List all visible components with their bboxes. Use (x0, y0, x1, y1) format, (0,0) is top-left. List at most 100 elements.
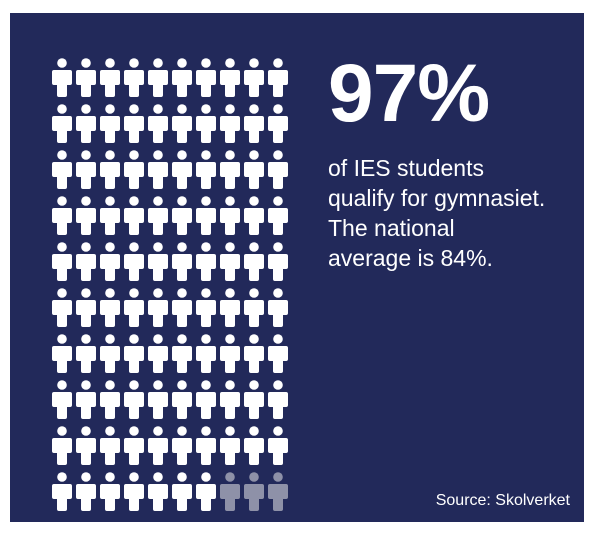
person-icon-filled (76, 242, 96, 281)
person-icon-filled (124, 288, 144, 327)
description-line: qualify for gymnasiet. (328, 185, 546, 211)
person-icon-filled (148, 426, 168, 465)
person-icon-filled (172, 196, 192, 235)
person-icon-filled (76, 58, 96, 97)
person-icon-filled (124, 242, 144, 281)
person-icon-filled (244, 426, 264, 465)
person-icon-filled (244, 242, 264, 281)
person-icon-filled (124, 380, 144, 419)
person-icon-filled (220, 58, 240, 97)
person-icon-filled (52, 288, 72, 327)
person-icon-unfilled (244, 472, 264, 511)
person-icon-filled (148, 242, 168, 281)
person-icon-filled (76, 288, 96, 327)
person-icon-filled (100, 242, 120, 281)
description-line: of IES students (328, 155, 484, 181)
person-icon-filled (244, 334, 264, 373)
person-icon-filled (196, 58, 216, 97)
person-icon-filled (244, 288, 264, 327)
pictogram-svg (52, 58, 288, 511)
description-text: of IES students qualify for gymnasiet. T… (328, 153, 578, 273)
person-icon-filled (220, 104, 240, 143)
person-icon-unfilled (268, 472, 288, 511)
person-icon-filled (196, 380, 216, 419)
person-icon-filled (220, 150, 240, 189)
person-icon-filled (172, 104, 192, 143)
person-icon-filled (172, 334, 192, 373)
person-icon-filled (52, 104, 72, 143)
person-icon-filled (172, 288, 192, 327)
person-icon-filled (124, 196, 144, 235)
person-icon-filled (100, 472, 120, 511)
person-icon-filled (172, 426, 192, 465)
person-icon-filled (148, 334, 168, 373)
person-icon-filled (196, 288, 216, 327)
person-icon-filled (148, 380, 168, 419)
person-icon-filled (148, 472, 168, 511)
person-icon-filled (268, 380, 288, 419)
person-icon-filled (196, 104, 216, 143)
person-icon-filled (76, 104, 96, 143)
person-icon-filled (148, 104, 168, 143)
person-icon-filled (52, 150, 72, 189)
person-icon-filled (172, 58, 192, 97)
person-icon-filled (100, 380, 120, 419)
person-icon-filled (268, 58, 288, 97)
person-icon-filled (220, 242, 240, 281)
person-icon-filled (268, 288, 288, 327)
person-icon-filled (148, 288, 168, 327)
person-icon-filled (244, 150, 264, 189)
person-icon-filled (124, 472, 144, 511)
person-icon-filled (52, 426, 72, 465)
person-icon-filled (172, 242, 192, 281)
person-icon-filled (196, 242, 216, 281)
person-icon-filled (148, 150, 168, 189)
person-icon-filled (244, 196, 264, 235)
pictogram-grid (50, 53, 290, 513)
person-icon-filled (52, 334, 72, 373)
person-icon-filled (268, 426, 288, 465)
person-icon-filled (124, 104, 144, 143)
description-line: average is 84%. (328, 245, 493, 271)
person-icon-filled (220, 334, 240, 373)
person-icon-filled (244, 104, 264, 143)
person-icon-filled (196, 334, 216, 373)
person-icon-filled (196, 150, 216, 189)
person-icon-filled (148, 58, 168, 97)
infographic-card: 97% of IES students qualify for gymnasie… (10, 13, 584, 522)
person-icon-filled (100, 426, 120, 465)
person-icon-filled (244, 58, 264, 97)
person-icon-filled (220, 288, 240, 327)
person-icon-filled (52, 196, 72, 235)
source-note: Source: Skolverket (435, 492, 570, 509)
person-icon-filled (52, 380, 72, 419)
person-icon-filled (76, 472, 96, 511)
person-icon-filled (76, 150, 96, 189)
person-icon-filled (52, 58, 72, 97)
person-icon-filled (100, 104, 120, 143)
person-icon-filled (76, 380, 96, 419)
person-icon-filled (100, 150, 120, 189)
headline-percentage: 97% (328, 48, 490, 139)
person-icon-filled (220, 426, 240, 465)
person-icon-filled (268, 242, 288, 281)
person-icon-filled (196, 196, 216, 235)
person-icon-filled (124, 334, 144, 373)
person-icon-filled (196, 472, 216, 511)
person-icon-filled (268, 334, 288, 373)
person-icon-filled (100, 58, 120, 97)
person-icon-filled (268, 150, 288, 189)
person-icon-filled (100, 196, 120, 235)
person-icon-filled (124, 58, 144, 97)
person-icon-filled (196, 426, 216, 465)
person-icon-filled (268, 104, 288, 143)
person-icon-filled (172, 150, 192, 189)
person-icon-filled (124, 150, 144, 189)
person-icon-filled (52, 472, 72, 511)
person-icon-filled (172, 472, 192, 511)
person-icon-filled (100, 288, 120, 327)
person-icon-unfilled (220, 472, 240, 511)
person-icon-filled (52, 242, 72, 281)
person-icon-filled (76, 334, 96, 373)
description-line: The national (328, 215, 455, 241)
